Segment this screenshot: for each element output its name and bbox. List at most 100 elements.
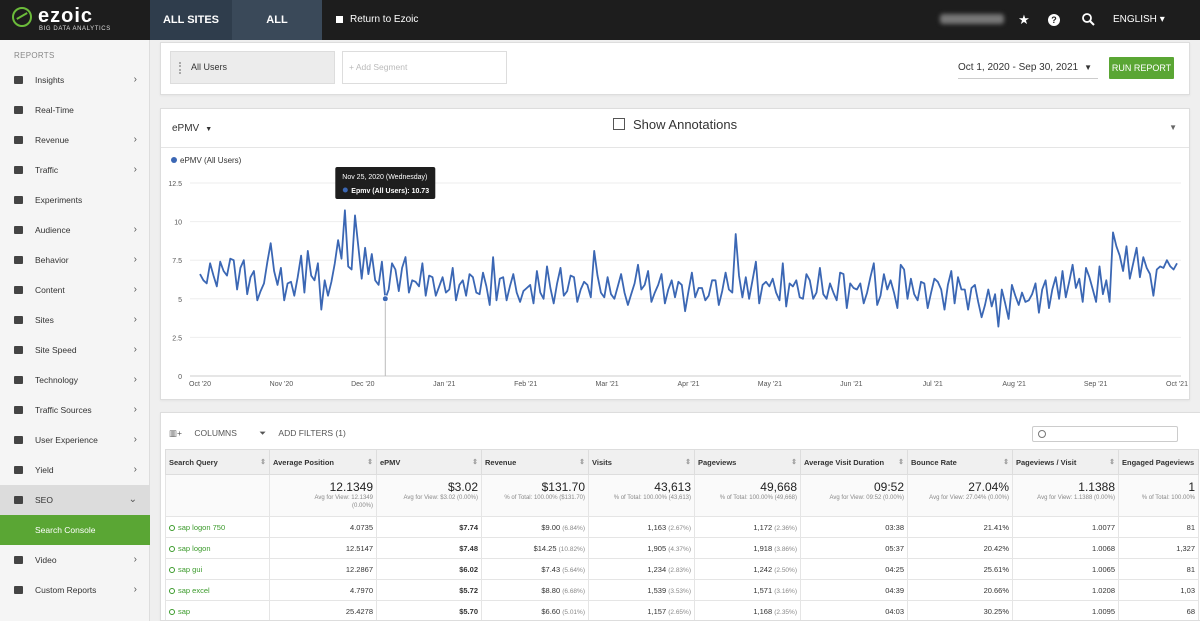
report-table: Search Query ⇕ Average Position ⇕ ePMV ⇕ Reven… <box>165 449 1199 620</box>
search-glyph <box>1082 13 1095 26</box>
column-header[interactable]: ePMV ⇕ <box>376 449 482 475</box>
query-link[interactable]: sap logon 750 <box>165 516 270 538</box>
cell-pv: 1,571 (3.16%) <box>694 579 801 601</box>
sidebar-item-experiments[interactable]: Experiments <box>0 185 150 215</box>
run-report-button[interactable]: RUN REPORT <box>1109 57 1174 79</box>
date-range-picker[interactable]: Oct 1, 2020 - Sep 30, 2021 ▼ <box>958 59 1098 79</box>
column-header[interactable]: Pageviews / Visit ⇕ <box>1012 449 1119 475</box>
total-duration: 09:52 Avg for View: 09:52 (0.00%) <box>800 474 908 517</box>
metric-selector[interactable]: ePMV ▼ <box>172 123 212 134</box>
star-icon[interactable]: ★ <box>1018 12 1030 27</box>
cell-value: 30.25% <box>983 606 1009 616</box>
all-sites-tab[interactable]: ALL SITES <box>150 0 232 40</box>
line-chart-icon <box>14 466 23 474</box>
sidebar-item-insights[interactable]: Insights › <box>0 65 150 95</box>
add-filters-button[interactable]: ⏷ ADD FILTERS (1) <box>259 428 356 438</box>
cell-bounce: 20.66% <box>907 579 1013 601</box>
query-link[interactable]: sap excel <box>165 579 270 601</box>
total-note: % of Total: 100.00% (49,668) <box>719 495 797 501</box>
cell-value: 04:25 <box>885 564 904 574</box>
cell-value: 20.66% <box>983 585 1009 595</box>
laptop-icon <box>14 376 23 384</box>
sort-icon: ⇕ <box>367 458 373 466</box>
header-label: Pageviews / Visit <box>1016 457 1077 467</box>
sidebar-item-user-experience[interactable]: User Experience › <box>0 425 150 455</box>
list-icon <box>14 586 23 594</box>
sidebar-item-sites[interactable]: Sites › <box>0 305 150 335</box>
cell-percent: (3.86%) <box>774 545 797 553</box>
sidebar-item-revenue[interactable]: Revenue › <box>0 125 150 155</box>
sidebar-item-traffic[interactable]: Traffic › <box>0 155 150 185</box>
hover-point[interactable] <box>381 295 389 303</box>
columns-button[interactable]: ▥+ COLUMNS <box>169 428 247 438</box>
sidebar-item-video[interactable]: Video › <box>0 545 150 575</box>
cell-eng: 1,327 <box>1118 537 1199 559</box>
sidebar-item-content[interactable]: Content › <box>0 275 150 305</box>
column-header[interactable]: Average Position ⇕ <box>269 449 377 475</box>
sidebar-item-audience[interactable]: Audience › <box>0 215 150 245</box>
segment-all-users[interactable]: All Users <box>170 51 335 84</box>
add-segment-dropzone[interactable]: + Add Segment <box>342 51 507 84</box>
sidebar-item-label: Yield <box>35 465 54 475</box>
sidebar-item-site-speed[interactable]: Site Speed › <box>0 335 150 365</box>
series-line-epmv[interactable] <box>199 209 1178 328</box>
total-value: 43,613 <box>654 480 691 494</box>
all-platforms-tab[interactable]: ALL PLATFORMS <box>232 0 322 66</box>
total-visits: 43,613% of Total: 100.00% (43,613) <box>588 474 695 517</box>
sidebar-item-yield[interactable]: Yield › <box>0 455 150 485</box>
column-header[interactable]: Revenue ⇕ <box>481 449 589 475</box>
help-icon[interactable]: ? <box>1048 14 1060 26</box>
query-link[interactable]: sap gui <box>165 558 270 580</box>
content-icon <box>14 286 23 294</box>
ezoic-logo[interactable]: ezoic BIG DATA ANALYTICS <box>0 0 150 40</box>
x-tick-label: Oct '20 <box>189 381 211 388</box>
chart-collapse-icon[interactable]: ▼ <box>1169 123 1177 132</box>
search-icon[interactable] <box>1080 12 1096 28</box>
epmv-line-chart[interactable]: ePMV (All Users) 0 2.5 5 7.5 10 12.5 Oct '20 Nov… <box>161 149 1189 399</box>
column-header[interactable]: Engaged Pageviews <box>1118 449 1199 475</box>
return-to-ezoic-link[interactable]: Return to Ezoic <box>336 0 456 40</box>
flask-icon <box>14 196 23 204</box>
column-header[interactable]: Search Query ⇕ <box>165 449 270 475</box>
sidebar-item-label: Traffic Sources <box>35 405 92 415</box>
cell-pv: 1,242 (2.50%) <box>694 558 801 580</box>
language-selector[interactable]: ENGLISH ▾ <box>1113 0 1165 40</box>
sidebar-item-custom-reports[interactable]: Custom Reports › <box>0 575 150 605</box>
chevron-right-icon: › <box>133 344 137 355</box>
total-value: 1 <box>1188 480 1195 494</box>
column-header[interactable]: Pageviews ⇕ <box>694 449 801 475</box>
x-tick-label: Jan '21 <box>433 381 455 388</box>
sidebar-item-technology[interactable]: Technology › <box>0 365 150 395</box>
totals-empty <box>165 474 270 517</box>
user-name-redacted[interactable] <box>940 14 1004 24</box>
cell-percent: (2.35%) <box>774 608 797 616</box>
sidebar-item-search-console[interactable]: Search Console <box>0 515 150 545</box>
y-tick-label: 7.5 <box>172 258 182 265</box>
x-tick-label: Jul '21 <box>923 381 943 388</box>
total-value: 27.04% <box>968 480 1009 494</box>
column-header[interactable]: Average Visit Duration ⇕ <box>800 449 908 475</box>
query-link[interactable]: sap logon <box>165 537 270 559</box>
show-annotations-toggle[interactable]: Show Annotations <box>613 117 737 132</box>
annotations-checkbox[interactable] <box>613 118 625 130</box>
column-header[interactable]: Bounce Rate ⇕ <box>907 449 1013 475</box>
cell-value: 1.0068 <box>1092 543 1115 553</box>
sidebar-item-real-time[interactable]: Real-Time <box>0 95 150 125</box>
total-note: Avg for View: 27.04% (0.00%) <box>929 495 1009 501</box>
cell-visits: 1,163 (2.67%) <box>588 516 695 538</box>
tooltip-box <box>335 167 436 199</box>
cell-percent: (2.65%) <box>668 608 691 616</box>
cell-rev: $14.25 (10.82%) <box>481 537 589 559</box>
cell-value: 1,03 <box>1180 585 1195 595</box>
sidebar-item-behavior[interactable]: Behavior › <box>0 245 150 275</box>
x-tick-label: Apr '21 <box>678 381 700 388</box>
sidebar-item-traffic-sources[interactable]: Traffic Sources › <box>0 395 150 425</box>
query-link[interactable]: sap <box>165 600 270 620</box>
table-row: sap logon 750 4.0735 $7.74 $9.00 (6.84%) 1,1… <box>165 516 1199 538</box>
cell-bounce: 30.25% <box>907 600 1013 620</box>
table-header-row: Search Query ⇕ Average Position ⇕ ePMV ⇕ Reven… <box>165 449 1199 475</box>
drag-handle-icon[interactable] <box>179 62 183 74</box>
table-search-input[interactable] <box>1032 426 1178 442</box>
sidebar-item-seo[interactable]: SEO ⌄ <box>0 485 150 515</box>
column-header[interactable]: Visits ⇕ <box>588 449 695 475</box>
